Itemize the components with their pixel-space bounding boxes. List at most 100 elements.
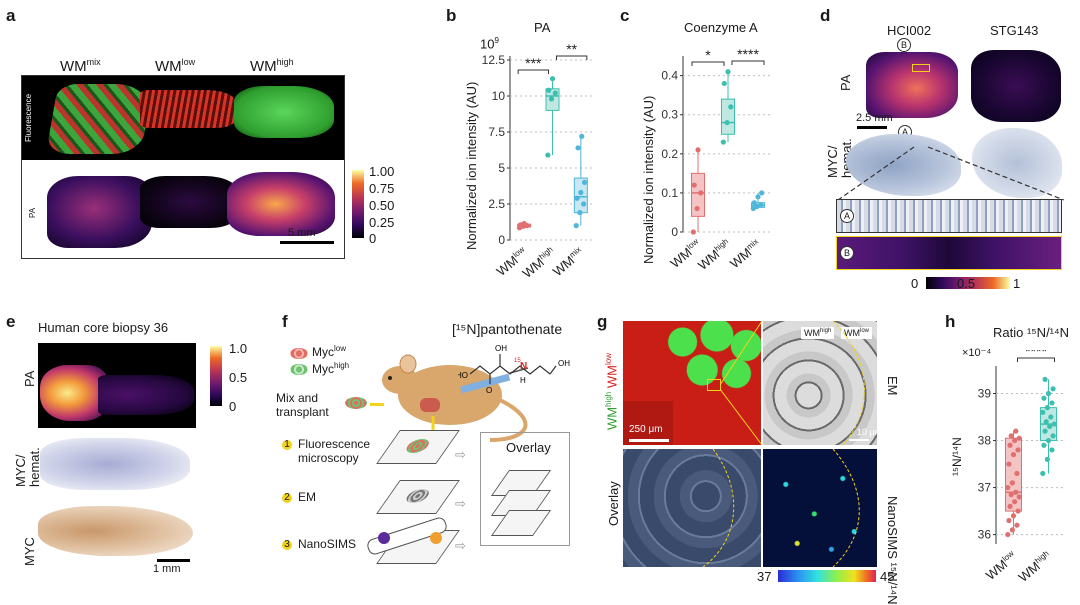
roi-box: [707, 379, 721, 391]
data-point: [1041, 442, 1047, 448]
panel-letter: e: [6, 312, 16, 331]
data-point: [1014, 522, 1020, 528]
data-point: [548, 96, 555, 102]
colorbar-tick: 0.75: [369, 181, 395, 196]
data-point: [1040, 470, 1046, 477]
data-point: [758, 202, 764, 208]
data-point: [573, 223, 579, 229]
step-label-fluorescence: Fluorescence microscopy: [298, 437, 371, 465]
data-point: [1016, 435, 1022, 441]
myc-low-label: Myclow: [312, 344, 347, 359]
data-point: [578, 189, 584, 196]
scale-label: 10 μm: [857, 427, 877, 437]
data-point: [691, 182, 697, 188]
marker-b: B: [897, 38, 911, 52]
colorbar: [926, 277, 1010, 289]
y-exponent: ×10⁻⁴: [962, 347, 992, 359]
chem-o: O: [486, 386, 492, 395]
chem-h: H: [520, 376, 526, 385]
significance-bracket: [517, 69, 549, 74]
data-point: [581, 179, 588, 185]
biopsy-myc-image: [38, 506, 193, 556]
arrow-right-icon: ⇨: [455, 447, 466, 462]
data-point: [577, 210, 583, 216]
roi-box-b: [912, 64, 930, 72]
data-point: [545, 152, 551, 158]
row-label-nanosims: NanoSIMS ¹⁵N/¹⁴N: [885, 496, 900, 605]
significance-label: **: [566, 41, 577, 57]
row-label-myc: MYC: [22, 537, 37, 566]
panel-title: Human core biopsy 36: [38, 320, 169, 335]
colorbar-tick: 0: [911, 276, 919, 291]
mouse-illustration: [382, 354, 529, 442]
row-label-overlay: Overlay: [606, 481, 621, 526]
scale-label: 2.5 mm: [856, 112, 893, 124]
data-point: [1008, 433, 1014, 439]
data-point: [1010, 452, 1017, 458]
overlay-label: Overlay: [506, 440, 551, 455]
data-point: [521, 220, 527, 227]
y-tick-label: 2.5: [488, 197, 505, 211]
data-point: [1006, 517, 1012, 524]
x-tick-label-sup: mix: [745, 237, 760, 252]
data-point: [1050, 386, 1056, 392]
data-point: [1007, 442, 1013, 448]
marker-a: A: [840, 209, 854, 223]
significance-label: ****: [1025, 350, 1047, 359]
data-point: [1049, 447, 1055, 453]
step-number: 2: [282, 493, 292, 503]
wmlow-fluorescence: [140, 90, 235, 128]
x-tick-label-sup: low: [511, 245, 526, 260]
chem-oh: OH: [495, 344, 507, 353]
em-image: WMhigh WMlow 10 μm: [763, 321, 877, 445]
data-point: [695, 147, 701, 153]
data-point: [1015, 447, 1021, 453]
data-point: [546, 87, 552, 93]
data-point: [1013, 489, 1019, 495]
panel-letter: h: [945, 312, 956, 331]
chem-oh2: OH: [558, 359, 570, 368]
overlay-image: [623, 449, 761, 567]
colorbar-tick: 0: [369, 231, 377, 246]
data-point: [1042, 376, 1048, 383]
data-point: [1012, 437, 1018, 444]
colorbar-tick: 0: [229, 399, 237, 414]
panel-a-frame: [21, 75, 345, 259]
data-point: [1040, 409, 1046, 415]
y-tick-label: 12.5: [482, 53, 506, 67]
data-point: [720, 139, 726, 145]
step-number: 1: [282, 440, 292, 450]
significance-bracket: [556, 55, 588, 60]
data-point: [1009, 480, 1015, 486]
x-tick-label: WMlow: [983, 549, 1020, 583]
significance-label: *: [705, 47, 711, 63]
data-point: [579, 133, 585, 139]
colorbar-tick: 1.00: [369, 164, 395, 179]
scale-bar: [849, 439, 869, 441]
data-point: [1006, 461, 1012, 467]
data-point: [1005, 484, 1011, 491]
data-point: [1042, 428, 1048, 434]
hci002-pa-image: [866, 52, 958, 118]
data-point: [728, 104, 734, 110]
myc-high-cells-icon: [290, 364, 308, 375]
x-tick-label: WMhigh: [519, 245, 558, 281]
y-tick-label: 7.5: [488, 125, 505, 139]
row-label-pa: PA: [22, 370, 37, 387]
scale-bar: [629, 439, 669, 442]
myc-low-cells-icon: [290, 348, 308, 359]
x-tick-label-sup: low: [685, 237, 700, 252]
data-point: [724, 119, 730, 126]
data-point: [581, 201, 587, 207]
colorbar-tick: 1.0: [229, 341, 248, 356]
data-point: [1044, 456, 1050, 462]
pa-tail: [98, 375, 194, 415]
data-point: [1051, 421, 1057, 427]
colorbar: [352, 170, 364, 238]
significance-label: ***: [525, 55, 542, 71]
arrow-right-icon: ⇨: [455, 538, 466, 553]
x-tick-label: WMmix: [727, 237, 764, 271]
data-point: [690, 229, 696, 235]
